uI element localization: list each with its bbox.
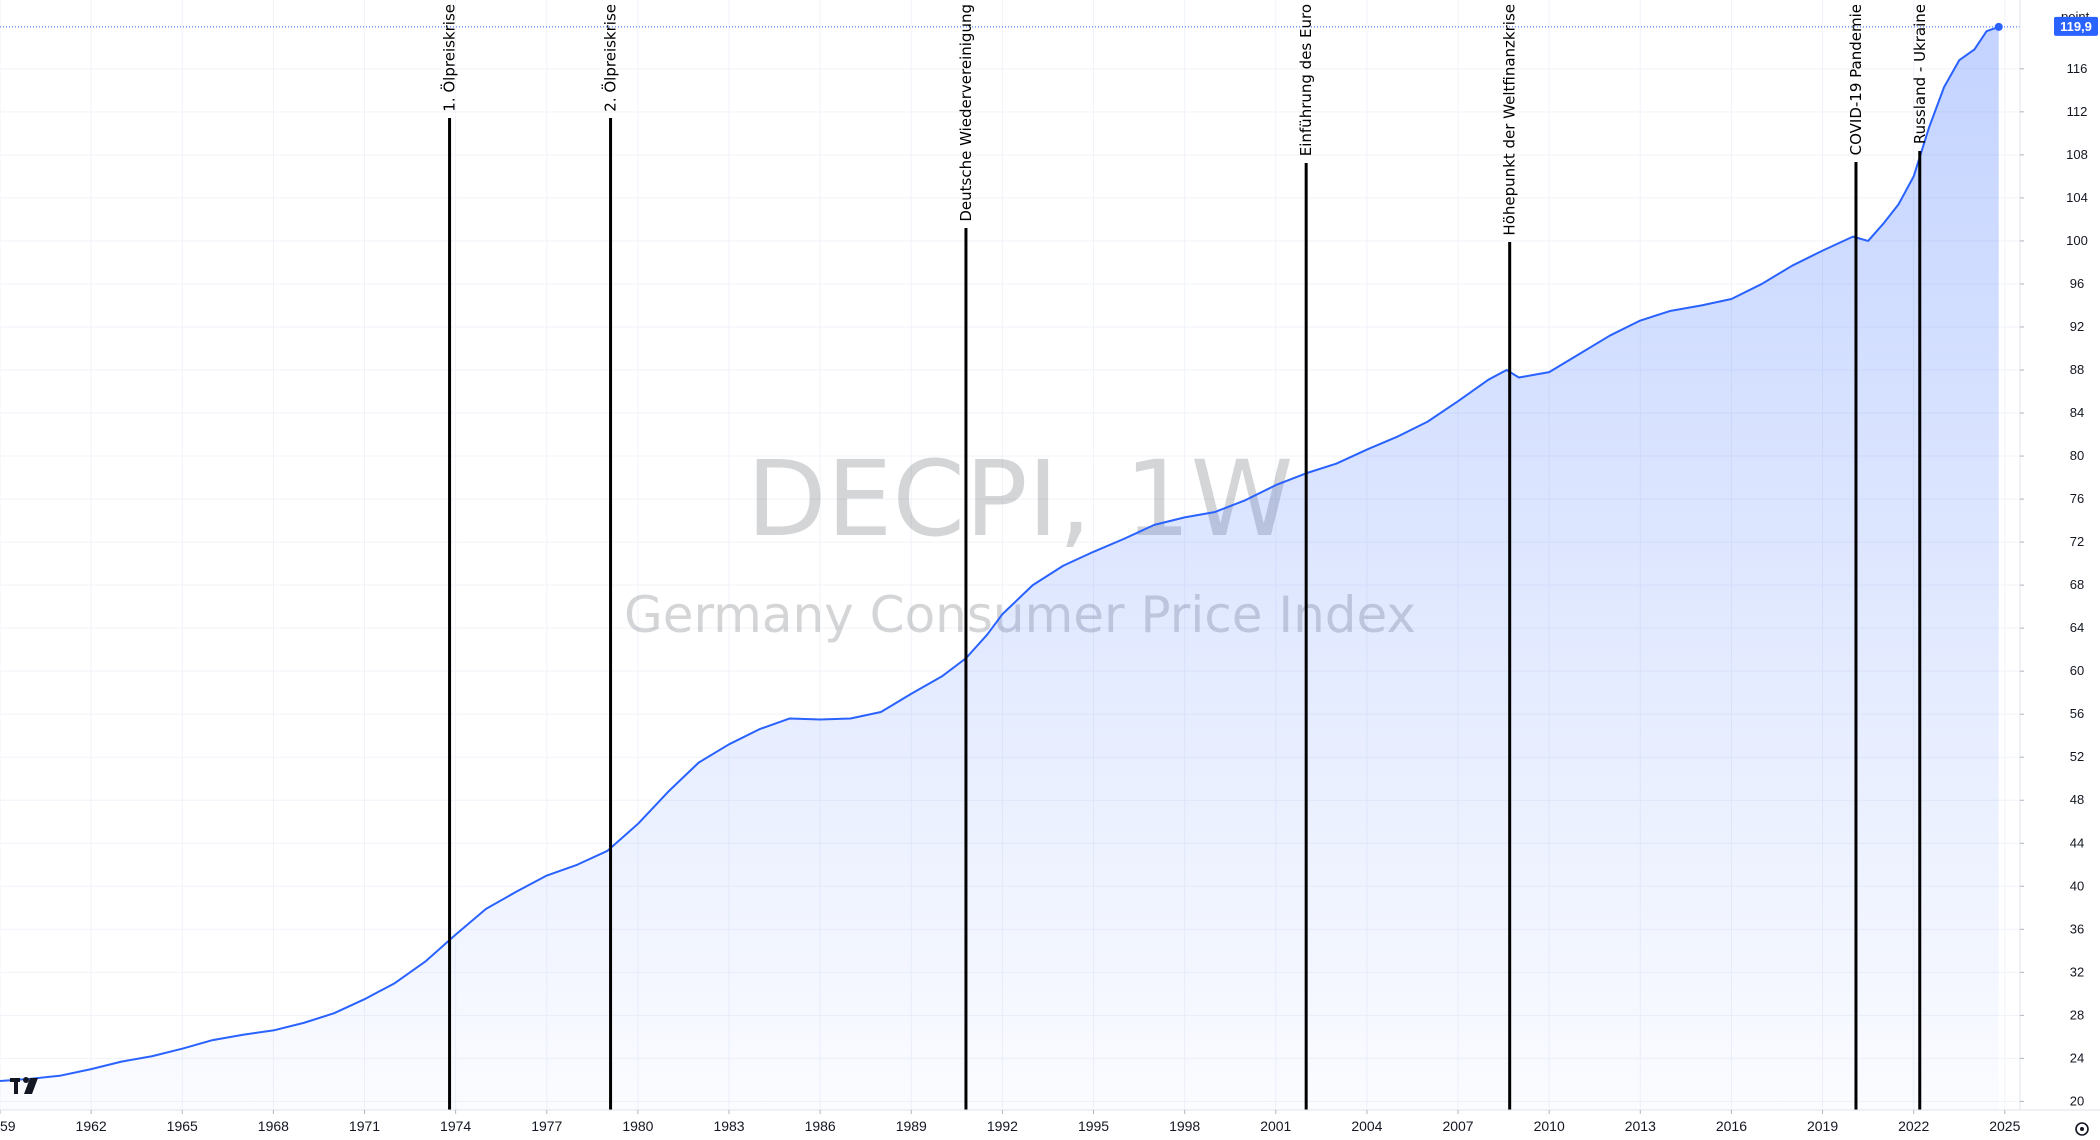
y-axis-tick-label: 108 — [2066, 147, 2088, 162]
y-axis-tick-label: 64 — [2070, 620, 2084, 635]
x-axis-tick-label: 2019 — [1807, 1118, 1838, 1134]
x-axis-tick-label: 1992 — [987, 1118, 1018, 1134]
tradingview-logo-icon[interactable] — [10, 1077, 38, 1094]
series-area — [0, 22, 2020, 1110]
x-axis-tick-label: 2004 — [1351, 1118, 1382, 1134]
x-axis-tick-label: 2007 — [1442, 1118, 1473, 1134]
y-axis-tick-label: 60 — [2070, 663, 2084, 678]
x-axis-tick-label: 2022 — [1898, 1118, 1929, 1134]
x-axis-tick-label: 1995 — [1078, 1118, 1109, 1134]
x-axis-tick-label: 1959 — [0, 1118, 16, 1134]
last-value-badge-bg — [2054, 16, 2098, 36]
event-label: 2. Ölpreiskrise — [601, 4, 620, 112]
event-label: Russland - Ukraine — [1911, 4, 1929, 144]
y-axis-tick-label: 80 — [2070, 448, 2084, 463]
x-axis-tick-label: 1965 — [167, 1118, 198, 1134]
last-value-badge: 119,9 — [2054, 16, 2098, 36]
y-axis-tick-label: 36 — [2070, 921, 2084, 936]
x-axis-tick-label: 1971 — [349, 1118, 380, 1134]
y-axis-tick-label: 52 — [2070, 749, 2084, 764]
y-axis-tick-label: 76 — [2070, 491, 2084, 506]
series-line — [0, 25, 2000, 1082]
y-axis-tick-label: 32 — [2070, 964, 2084, 979]
x-axis-tick-label: 2025 — [1989, 1118, 2020, 1134]
x-axis-tick-label: 1986 — [805, 1118, 836, 1134]
y-axis-tick-label: 112 — [2067, 104, 2088, 119]
y-axis-tick-label: 20 — [2070, 1093, 2084, 1108]
y-axis-tick-label: 116 — [2067, 61, 2088, 76]
last-point-marker — [1994, 22, 2003, 31]
y-axis-tick-label: 100 — [2066, 233, 2088, 248]
x-axis-tick-label: 1977 — [531, 1118, 562, 1134]
series-area-fill — [0, 26, 1999, 1110]
x-axis-tick-label: 1980 — [622, 1118, 653, 1134]
y-axis-tick-label: 68 — [2070, 577, 2084, 592]
x-axis-tick-label: 1998 — [1169, 1118, 1200, 1134]
y-axis-tick-label: 44 — [2070, 835, 2084, 850]
y-axis-tick-label: 84 — [2070, 405, 2084, 420]
x-axis-tick-label: 2010 — [1534, 1118, 1565, 1134]
event-label: Einführung des Euro — [1297, 4, 1315, 156]
event-marker: COVID-19 Pandemie — [1847, 4, 1865, 1110]
event-markers: 1. Ölpreiskrise 2. Ölpreiskrise Deutsche W… — [440, 4, 1929, 1110]
event-marker: Einführung des Euro — [1297, 4, 1315, 1110]
last-value-label: 119,9 — [2060, 19, 2092, 34]
y-axis-tick-label: 56 — [2070, 706, 2084, 721]
y-axis-tick-label: 92 — [2070, 319, 2084, 334]
event-label: 1. Ölpreiskrise — [440, 4, 459, 112]
x-axis-tick-label: 1968 — [258, 1118, 289, 1134]
event-label: Höhepunkt der Weltfinanzkrise — [1501, 4, 1519, 236]
y-axis-tick-label: 28 — [2070, 1007, 2084, 1022]
y-axis-tick-label: 88 — [2070, 362, 2084, 377]
settings-gear-icon[interactable] — [2075, 1122, 2089, 1136]
x-axis-tick-label: 2016 — [1716, 1118, 1747, 1134]
y-axis-tick-label: 72 — [2070, 534, 2084, 549]
x-axis-tick-label: 2001 — [1260, 1118, 1291, 1134]
x-axis-tick-label: 1983 — [713, 1118, 744, 1134]
event-marker: 2. Ölpreiskrise — [601, 4, 620, 1110]
y-axis-tick-label: 40 — [2070, 878, 2084, 893]
event-marker: 1. Ölpreiskrise — [440, 4, 459, 1110]
x-axis-tick-label: 1962 — [76, 1118, 107, 1134]
x-axis-tick-label: 1989 — [896, 1118, 927, 1134]
event-label: COVID-19 Pandemie — [1847, 4, 1865, 155]
event-marker: Russland - Ukraine — [1911, 4, 1929, 1110]
y-axis-tick-label: 24 — [2070, 1050, 2084, 1065]
event-label: Deutsche Wiedervereinigung — [957, 4, 975, 222]
y-axis-tick-label: 96 — [2070, 276, 2084, 291]
y-axis-tick-label: 104 — [2066, 190, 2088, 205]
x-axis-tick-label: 2013 — [1625, 1118, 1656, 1134]
event-marker: Höhepunkt der Weltfinanzkrise — [1501, 4, 1519, 1110]
event-marker: Deutsche Wiedervereinigung — [957, 4, 975, 1110]
x-axis-tick-label: 1974 — [440, 1118, 471, 1134]
y-axis-tick-label: 48 — [2070, 792, 2084, 807]
